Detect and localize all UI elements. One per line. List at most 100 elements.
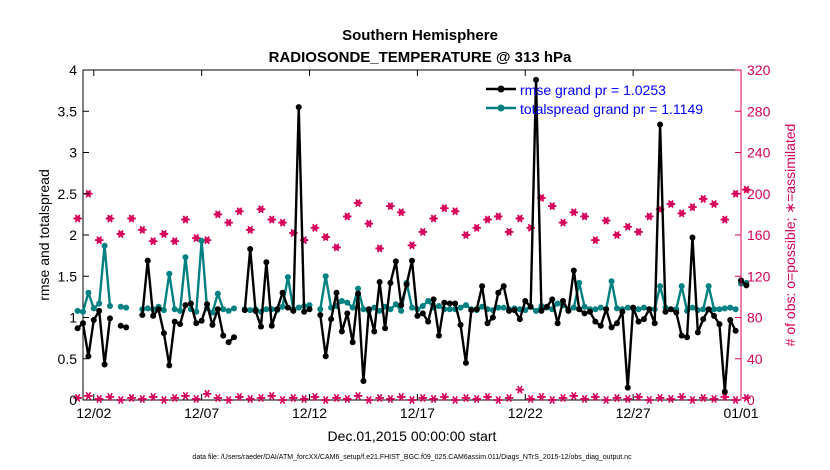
rmse-point [630, 304, 637, 311]
rmse-point [533, 76, 540, 83]
obs-assimilated-marker [677, 392, 686, 401]
obs-assimilated-marker [343, 394, 352, 404]
obs-assimilated-marker-top [709, 200, 719, 209]
legend: rmse grand pr = 1.0253 totalspread grand… [486, 82, 703, 117]
obs-assimilated-marker-top [73, 214, 82, 223]
rmse-point [700, 316, 707, 323]
totalspread-point [392, 301, 399, 308]
obs-assimilated-marker-top [397, 208, 406, 217]
obs-assimilated-marker [213, 393, 223, 402]
rmse-point [560, 298, 567, 304]
y-axis-left-label: rmse and totalspread [36, 169, 52, 301]
obs-assimilated-marker-top [375, 244, 384, 253]
obs-assimilated-marker-top [515, 214, 525, 223]
obs-assimilated-marker [159, 395, 169, 405]
rmse-point [322, 353, 329, 360]
obs-assimilated-marker-top [256, 205, 266, 214]
obs-assimilated-marker-top [170, 237, 179, 246]
totalspread-point [398, 307, 405, 314]
rmse-point [716, 321, 723, 328]
rmse-point [646, 306, 653, 313]
obs-assimilated-marker [127, 393, 136, 402]
obs-assimilated-marker [148, 392, 158, 401]
rmse-point [409, 257, 415, 264]
totalspread-point [554, 300, 561, 307]
chart-title: Southern Hemisphere [342, 27, 498, 44]
rmse-point [155, 306, 162, 313]
totalspread-point [657, 283, 664, 290]
obs-assimilated-marker [569, 391, 579, 400]
obs-assimilated-marker [332, 393, 341, 402]
obs-assimilated-marker [105, 392, 115, 401]
obs-assimilated-marker [170, 393, 179, 402]
rmse-point [371, 328, 378, 335]
rmse-point [382, 325, 389, 332]
rmse-point [96, 307, 103, 314]
totalspread-point [457, 304, 464, 311]
y-left-tick-label: 0 [69, 392, 77, 408]
totalspread-point [306, 302, 313, 309]
obs-assimilated-marker-top [94, 236, 104, 245]
rmse-point [586, 308, 593, 315]
obs-assimilated-marker-top [504, 227, 514, 236]
rmse-point [171, 318, 178, 325]
totalspread-point [80, 308, 86, 315]
obs-assimilated-marker [483, 392, 492, 401]
totalspread-point [732, 306, 739, 313]
rmse-point [263, 259, 270, 266]
rmse-point [360, 378, 367, 385]
y-left-tick-label: 2.5 [58, 186, 78, 202]
obs-assimilated-marker-top [235, 207, 244, 216]
obs-assimilated-marker [386, 394, 395, 404]
totalspread-point [214, 290, 221, 297]
totalspread-point [581, 303, 588, 310]
totalspread-point [689, 304, 696, 311]
totalspread-point [295, 304, 302, 311]
rmse-point [252, 307, 259, 314]
rmse-point [468, 307, 475, 314]
rmse-point [430, 296, 437, 303]
totalspread-point [198, 237, 205, 244]
obs-assimilated-marker [623, 394, 632, 404]
rmse-point [193, 320, 200, 327]
obs-assimilated-marker-top [634, 227, 643, 236]
rmse-point [365, 306, 372, 313]
rmse-point [90, 316, 97, 323]
obs-assimilated-marker-top [720, 215, 730, 224]
rmse-point [241, 307, 248, 314]
obs-assimilated-marker [375, 393, 384, 402]
rmse-line [141, 259, 225, 367]
obs-assimilated-marker [429, 394, 438, 404]
rmse-point [182, 302, 189, 309]
rmse-point [727, 316, 734, 323]
rmse-point [619, 308, 626, 315]
totalspread-point [387, 306, 394, 313]
obs-assimilated-marker-top [245, 225, 255, 234]
x-tick-label: 01/01 [723, 405, 758, 421]
obs-layer [73, 185, 751, 405]
totalspread-point [495, 304, 502, 311]
obs-assimilated-marker-top [321, 233, 330, 242]
rmse-point [673, 309, 680, 316]
y-right-tick-label: 160 [747, 227, 771, 243]
obs-assimilated-marker [591, 392, 600, 401]
totalspread-point [177, 307, 184, 314]
obs-assimilated-marker-top [688, 203, 697, 212]
legend-rmse-marker [497, 85, 505, 93]
obs-assimilated-marker [537, 392, 546, 401]
obs-assimilated-marker-top [612, 230, 622, 240]
y-left-tick-label: 3.5 [58, 103, 78, 119]
obs-assimilated-marker [138, 394, 147, 404]
rmse-point [425, 318, 432, 325]
obs-assimilated-marker [580, 394, 589, 404]
x-tick-label: 12/27 [616, 405, 651, 421]
obs-assimilated-marker [397, 392, 406, 401]
totalspread-point [101, 242, 108, 249]
legend-spread-marker [497, 104, 505, 112]
rmse-point [160, 330, 167, 337]
rmse-point [376, 279, 383, 286]
legend-rmse-label: rmse grand pr = 1.0253 [520, 82, 666, 98]
obs-assimilated-marker [202, 389, 212, 398]
obs-assimilated-marker [472, 394, 481, 404]
rmse-point [117, 322, 124, 329]
